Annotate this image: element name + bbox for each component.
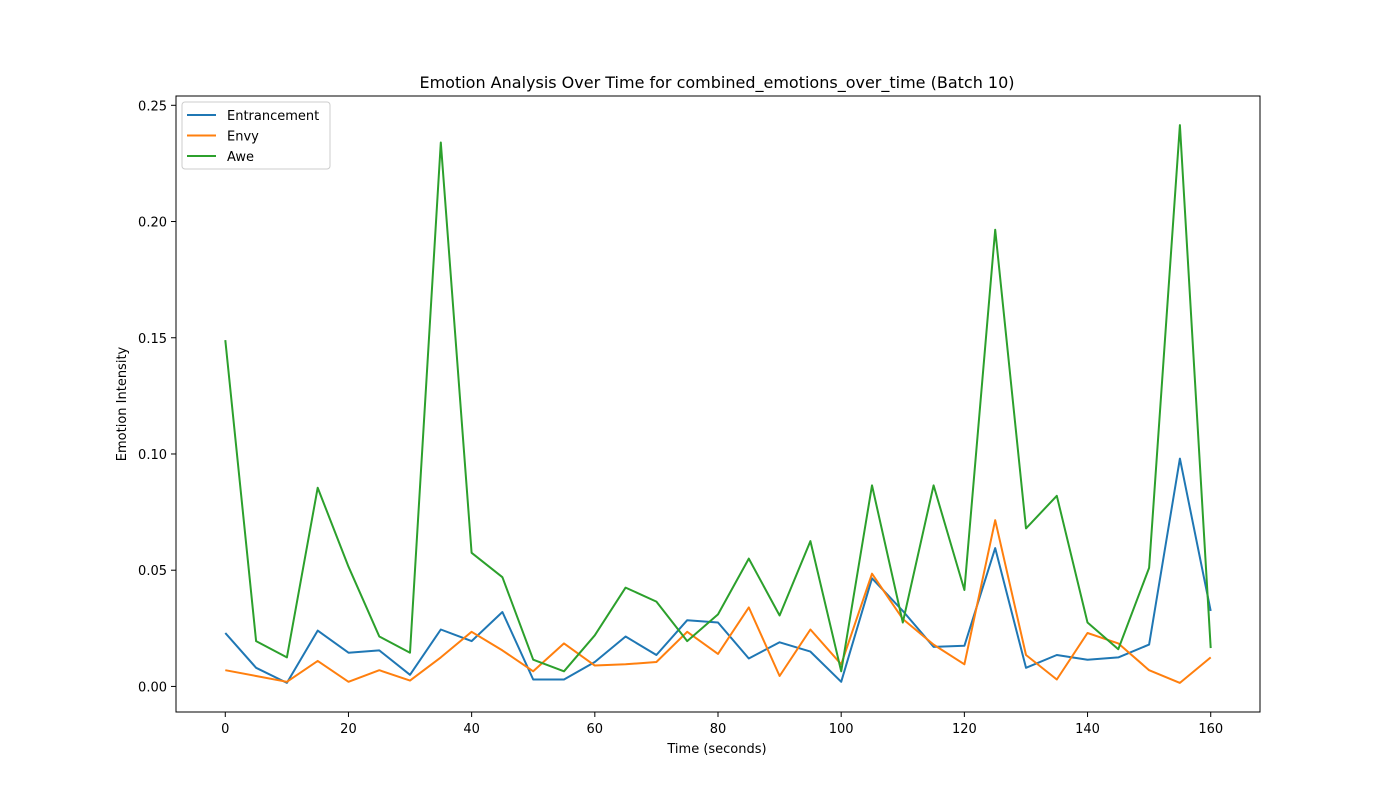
x-tick-label: 20: [340, 722, 357, 737]
y-tick-label: 0.25: [138, 99, 167, 114]
y-tick-label: 0.00: [138, 680, 167, 695]
y-tick-label: 0.20: [138, 216, 167, 231]
series-lines: [224, 124, 1212, 684]
y-tick-label: 0.15: [138, 332, 167, 347]
x-axis-ticks: 0 20 40 60 80 100 120 140 160: [221, 712, 1223, 737]
legend-label-awe: Awe: [227, 150, 254, 165]
plot-area-frame: [175, 95, 1261, 713]
y-axis-ticks: 0.00 0.05 0.10 0.15 0.20 0.25: [138, 99, 176, 695]
x-tick-label: 60: [587, 722, 604, 737]
series-line-awe: [224, 124, 1212, 673]
x-axis-label: Time (seconds): [666, 742, 766, 757]
x-tick-label: 100: [829, 722, 854, 737]
legend: Entrancement Envy Awe: [181, 101, 331, 170]
y-tick-label: 0.10: [138, 448, 167, 463]
y-tick-label: 0.05: [138, 564, 167, 579]
x-tick-label: 80: [710, 722, 727, 737]
x-tick-label: 40: [463, 722, 480, 737]
y-axis-label: Emotion Intensity: [115, 346, 130, 461]
x-tick-label: 0: [221, 722, 229, 737]
legend-label-envy: Envy: [227, 130, 259, 145]
series-line-entrancement: [224, 457, 1212, 684]
legend-box: [181, 101, 331, 170]
x-tick-label: 120: [952, 722, 977, 737]
chart-title: Emotion Analysis Over Time for combined_…: [419, 73, 1014, 93]
legend-label-entrancement: Entrancement: [227, 109, 319, 124]
series-line-envy: [225, 519, 1212, 684]
x-tick-label: 160: [1198, 722, 1223, 737]
x-tick-label: 140: [1075, 722, 1100, 737]
